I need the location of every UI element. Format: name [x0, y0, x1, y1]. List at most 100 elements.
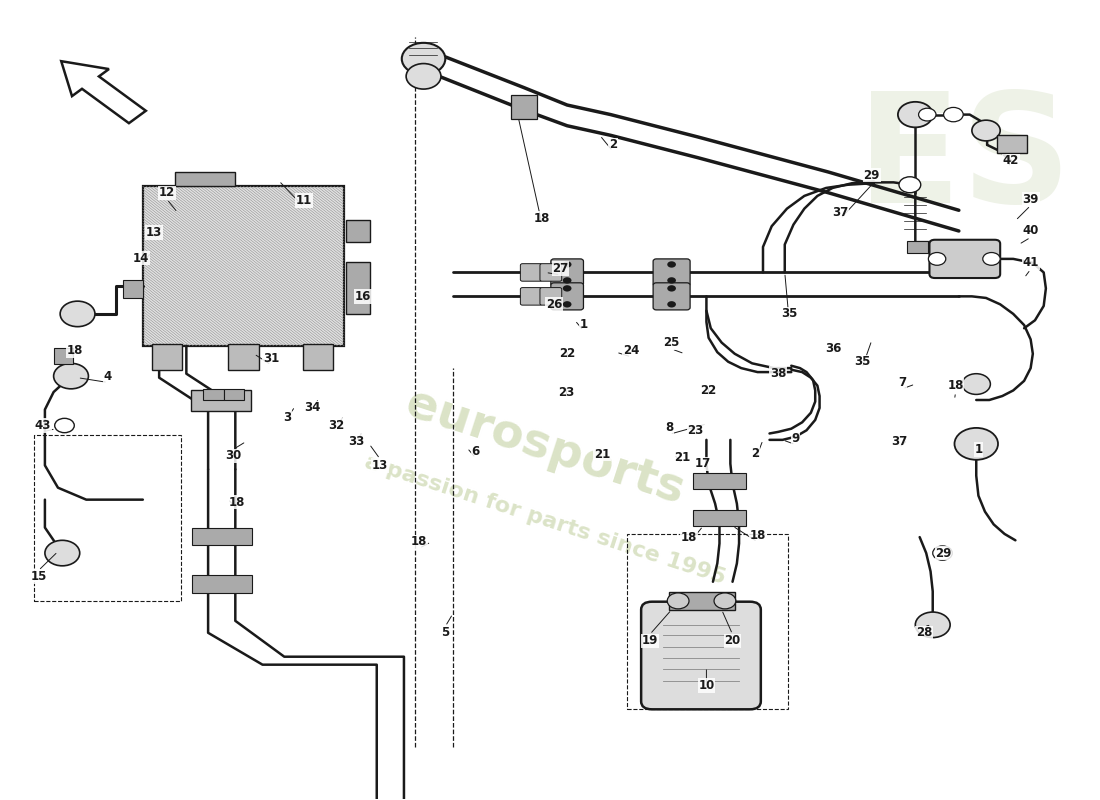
Text: 21: 21 [674, 451, 691, 464]
Bar [906, 242, 928, 253]
Circle shape [54, 363, 88, 389]
Circle shape [915, 612, 950, 638]
Circle shape [898, 102, 933, 127]
Text: 37: 37 [891, 435, 908, 448]
FancyBboxPatch shape [653, 259, 690, 286]
Circle shape [406, 63, 441, 89]
Text: 1: 1 [975, 443, 982, 456]
Circle shape [668, 278, 676, 284]
Text: 18: 18 [411, 535, 428, 549]
Text: 38: 38 [770, 367, 786, 380]
Bar [224, 389, 244, 400]
Text: 18: 18 [228, 495, 244, 509]
Text: 18: 18 [749, 529, 766, 542]
FancyBboxPatch shape [551, 283, 583, 310]
Text: 3: 3 [284, 411, 292, 424]
Bar [34, 435, 180, 601]
Circle shape [402, 43, 446, 74]
Text: 11: 11 [296, 194, 312, 207]
Circle shape [668, 301, 676, 307]
FancyBboxPatch shape [641, 602, 761, 710]
Bar [510, 95, 537, 119]
Text: 20: 20 [725, 634, 740, 647]
Text: 37: 37 [832, 206, 848, 219]
Text: 19: 19 [641, 634, 658, 647]
Text: 1: 1 [580, 318, 587, 330]
Text: 23: 23 [688, 424, 704, 437]
Text: 22: 22 [701, 384, 717, 397]
FancyBboxPatch shape [551, 259, 583, 286]
Bar [190, 390, 251, 411]
Text: 21: 21 [594, 448, 610, 461]
Circle shape [982, 253, 1000, 266]
Text: 10: 10 [698, 679, 715, 692]
Circle shape [668, 593, 689, 609]
Text: 31: 31 [263, 352, 279, 365]
Text: 13: 13 [372, 459, 388, 472]
Bar [670, 592, 735, 610]
Text: 35: 35 [854, 355, 870, 368]
Bar [997, 135, 1027, 153]
Text: 12: 12 [158, 186, 175, 199]
Circle shape [899, 177, 921, 193]
Circle shape [60, 301, 95, 326]
Circle shape [962, 374, 990, 394]
Bar [54, 348, 74, 364]
Bar [152, 344, 182, 370]
Bar [202, 389, 224, 400]
Bar [693, 474, 746, 490]
Text: 39: 39 [1023, 193, 1038, 206]
FancyArrow shape [62, 61, 146, 123]
Circle shape [933, 546, 953, 560]
Text: 18: 18 [681, 530, 697, 544]
Circle shape [972, 120, 1000, 141]
Text: 30: 30 [226, 450, 241, 462]
Circle shape [55, 418, 75, 433]
Text: 42: 42 [1003, 154, 1020, 167]
Text: 7: 7 [899, 376, 906, 389]
Text: 28: 28 [916, 626, 932, 639]
Text: 22: 22 [559, 347, 575, 360]
FancyBboxPatch shape [520, 264, 542, 282]
Bar [228, 344, 258, 370]
Text: 15: 15 [30, 570, 46, 583]
Text: 36: 36 [825, 342, 842, 354]
Text: 41: 41 [1023, 256, 1038, 270]
Circle shape [563, 285, 572, 291]
Circle shape [918, 108, 936, 121]
Text: 6: 6 [472, 446, 480, 458]
Text: 24: 24 [624, 344, 639, 357]
Text: 17: 17 [695, 458, 712, 470]
Circle shape [563, 262, 572, 268]
Bar [191, 575, 252, 593]
Text: 34: 34 [305, 402, 321, 414]
Text: 32: 32 [329, 419, 344, 432]
Text: 29: 29 [864, 169, 880, 182]
Text: 5: 5 [441, 626, 450, 639]
FancyBboxPatch shape [930, 240, 1000, 278]
Circle shape [563, 278, 572, 284]
Text: 18: 18 [947, 379, 964, 392]
Text: 43: 43 [34, 419, 51, 432]
Circle shape [668, 285, 676, 291]
Text: 2: 2 [751, 447, 759, 460]
Text: 40: 40 [1023, 225, 1038, 238]
Bar [346, 220, 371, 242]
FancyBboxPatch shape [540, 264, 562, 282]
FancyBboxPatch shape [653, 283, 690, 310]
Text: eurosports: eurosports [400, 382, 691, 514]
Text: 16: 16 [354, 290, 371, 303]
Text: 33: 33 [348, 435, 364, 448]
FancyBboxPatch shape [520, 287, 542, 305]
Circle shape [928, 253, 946, 266]
Bar [191, 527, 252, 545]
Text: 27: 27 [552, 262, 569, 275]
Circle shape [45, 540, 79, 566]
Text: 26: 26 [546, 298, 562, 311]
Bar [627, 534, 788, 710]
Circle shape [563, 301, 572, 307]
Bar [346, 262, 371, 314]
FancyBboxPatch shape [540, 287, 562, 305]
Bar [302, 344, 333, 370]
Bar [123, 281, 143, 298]
